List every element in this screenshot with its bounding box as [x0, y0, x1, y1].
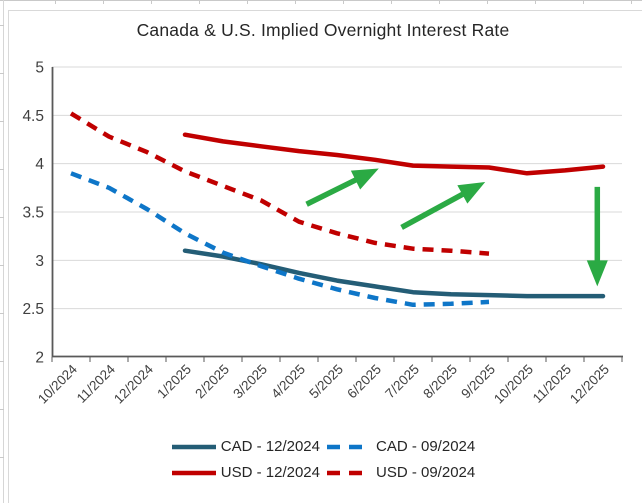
legend-item-usd-09-2024[interactable]: USD - 09/2024: [326, 464, 475, 481]
sheet-column-tick: [583, 0, 584, 4]
legend-line-sample: [171, 470, 216, 475]
x-axis-label: 7/2025: [382, 362, 422, 402]
sheet-column-tick: [103, 0, 104, 4]
chart-title: Canada & U.S. Implied Overnight Interest…: [136, 20, 510, 40]
x-axis-label: 6/2025: [344, 362, 384, 402]
trend-arrow-head: [457, 182, 486, 204]
legend-line-sample: [327, 444, 371, 449]
x-axis-label: 8/2025: [420, 362, 460, 402]
sheet-row-tick: [0, 313, 4, 314]
sheet-row-tick: [0, 121, 4, 122]
series-line-USD - 09/2024: [69, 111, 490, 256]
y-axis-label: 5: [35, 60, 44, 77]
sheet-column-tick: [535, 0, 536, 4]
sheet-column-tick: [487, 0, 488, 4]
x-axis-label: 4/2025: [268, 362, 308, 402]
trend-arrow-shaft: [305, 174, 364, 207]
x-axis-label: 3/2025: [230, 362, 270, 402]
y-axis-label: 3: [35, 253, 44, 270]
legend-label: USD - 12/2024: [220, 464, 320, 481]
sheet-column-tick: [631, 0, 632, 4]
legend-label: USD - 09/2024: [376, 464, 476, 481]
sheet-left-gridline: [3, 0, 4, 503]
series-line-USD - 12/2024: [182, 132, 606, 176]
sheet-column-tick: [55, 0, 56, 4]
sheet-row-tick: [0, 265, 4, 266]
x-axis-label: 10/2025: [491, 362, 536, 407]
x-axis-label: 2/2025: [192, 362, 232, 402]
sheet-column-tick: [199, 0, 200, 4]
sheet-column-tick: [247, 0, 248, 4]
sheet-column-tick: [391, 0, 392, 4]
sheet-column-tick: [343, 0, 344, 4]
sheet-row-tick: [0, 457, 4, 458]
y-axis-label: 4.5: [22, 108, 44, 125]
y-axis-label: 4: [35, 156, 44, 173]
trend-arrow-shaft: [400, 188, 471, 230]
sheet-row-tick: [0, 217, 4, 218]
sheet-row-tick: [0, 73, 4, 74]
y-axis-label: 2: [35, 350, 44, 367]
legend-item-cad-12-2024[interactable]: CAD - 12/2024: [171, 438, 320, 455]
sheet-row-tick: [0, 25, 4, 26]
trend-arrow-head: [586, 260, 608, 287]
legend-line-sample: [171, 444, 216, 449]
legend-label: CAD - 09/2024: [376, 438, 476, 455]
x-axis-label: 5/2025: [306, 362, 346, 402]
sheet-row-tick: [0, 361, 4, 362]
legend-item-cad-09-2024[interactable]: CAD - 09/2024: [326, 438, 475, 455]
series-line-CAD - 12/2024: [182, 248, 606, 299]
legend-row-2: USD - 12/2024 USD - 09/2024: [171, 464, 475, 481]
y-axis-label: 2.5: [22, 301, 44, 318]
sheet-column-tick: [439, 0, 440, 4]
sheet-row-tick: [0, 169, 4, 170]
x-axis-label: 11/2025: [530, 362, 574, 406]
chart-area[interactable]: [8, 10, 642, 503]
trend-arrow-head: [350, 168, 379, 190]
legend-row-1: CAD - 12/2024 CAD - 09/2024: [171, 438, 475, 455]
y-axis-label: 3.5: [22, 205, 44, 222]
legend-label: CAD - 12/2024: [220, 438, 320, 455]
chart-legend: CAD - 12/2024 CAD - 09/2024 USD - 12/202…: [8, 438, 638, 481]
series-line-CAD - 09/2024: [70, 171, 490, 308]
sheet-row-tick: [0, 409, 4, 410]
sheet-column-tick: [295, 0, 296, 4]
x-axis-label: 12/2025: [567, 362, 612, 407]
legend-line-sample: [327, 470, 371, 475]
x-axis-label: 1/2025: [154, 362, 194, 402]
legend-item-usd-12-2024[interactable]: USD - 12/2024: [171, 464, 320, 481]
sheet-column-tick: [151, 0, 152, 4]
sheet-top-gridline: [0, 0, 642, 1]
x-axis-label: 12/2024: [111, 361, 156, 406]
x-axis-label: 11/2024: [74, 361, 119, 406]
x-axis-label: 10/2024: [35, 361, 80, 406]
